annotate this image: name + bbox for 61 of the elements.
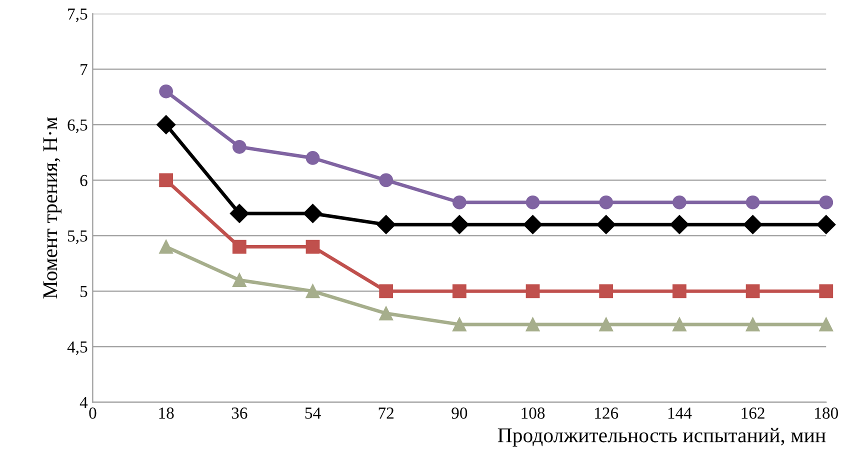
point bbox=[599, 284, 614, 298]
point bbox=[379, 284, 394, 298]
point bbox=[746, 318, 760, 332]
point bbox=[819, 318, 834, 332]
point bbox=[159, 84, 174, 98]
point bbox=[816, 215, 836, 234]
y-tick-label: 7 bbox=[80, 64, 88, 75]
y-tick-label: 4,5 bbox=[67, 341, 88, 356]
point bbox=[596, 215, 616, 234]
point bbox=[672, 318, 686, 332]
point bbox=[452, 318, 466, 332]
y-tick-label: 5 bbox=[80, 286, 88, 298]
point bbox=[159, 240, 174, 254]
y-tick-label: 7,5 bbox=[68, 8, 88, 22]
point bbox=[599, 318, 614, 332]
x-tick-label: 126 bbox=[595, 408, 618, 419]
point bbox=[672, 195, 686, 210]
point bbox=[232, 273, 246, 288]
x-axis-title: Продолжительность испытаний, мин bbox=[498, 428, 826, 447]
point bbox=[819, 284, 834, 298]
point bbox=[156, 115, 176, 134]
point bbox=[672, 284, 686, 298]
point bbox=[306, 284, 320, 298]
point bbox=[599, 195, 614, 210]
point bbox=[379, 306, 394, 320]
point bbox=[159, 173, 174, 188]
point bbox=[523, 215, 542, 234]
point bbox=[746, 284, 760, 298]
x-tick-label: 72 bbox=[378, 408, 394, 419]
x-tick-label: 90 bbox=[452, 408, 468, 419]
point bbox=[526, 195, 540, 210]
point bbox=[452, 195, 466, 210]
point bbox=[670, 215, 689, 234]
point bbox=[450, 215, 469, 234]
x-tick-label: 108 bbox=[522, 408, 545, 419]
point bbox=[452, 284, 466, 298]
x-tick-label: 144 bbox=[668, 408, 692, 419]
x-tick-label: 54 bbox=[305, 408, 321, 419]
x-tick-label: 162 bbox=[742, 408, 764, 419]
point bbox=[306, 151, 320, 165]
y-tick-label: 5,5 bbox=[68, 230, 88, 244]
y-tick-label: 6 bbox=[80, 174, 88, 186]
x-tick-label: 0 bbox=[89, 408, 96, 419]
x-tick-label: 36 bbox=[232, 408, 248, 419]
point bbox=[376, 215, 396, 234]
point bbox=[232, 140, 246, 154]
point bbox=[232, 240, 246, 254]
point bbox=[379, 173, 394, 188]
point bbox=[819, 195, 834, 210]
y-tick-label: 4 bbox=[80, 396, 88, 408]
point bbox=[526, 284, 540, 298]
point bbox=[306, 240, 320, 254]
point bbox=[526, 318, 540, 332]
y-axis-title: Момент трения, Н·м bbox=[43, 117, 62, 299]
x-tick-label: 18 bbox=[159, 408, 174, 419]
point bbox=[230, 204, 249, 224]
point bbox=[746, 195, 760, 210]
y-tick-label: 6,5 bbox=[68, 119, 88, 134]
point bbox=[303, 204, 322, 224]
x-tick-label: 180 bbox=[815, 408, 838, 419]
point bbox=[743, 215, 762, 234]
